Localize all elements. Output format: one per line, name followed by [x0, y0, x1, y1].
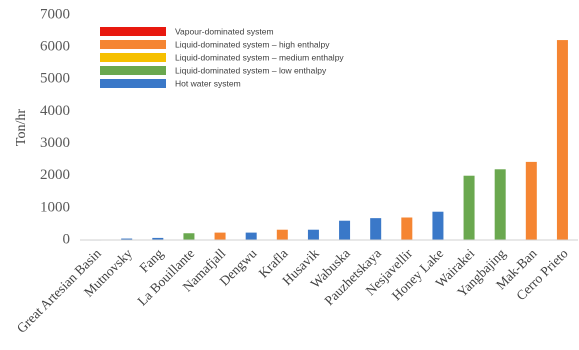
y-tick-label: 3000: [40, 135, 70, 151]
y-tick-label: 2000: [40, 167, 70, 183]
legend: Vapour-dominated system Liquid-dominated …: [100, 26, 344, 88]
y-tick-label: 4000: [40, 103, 70, 119]
legend-label: Liquid-dominated system – low enthalpy: [175, 65, 327, 75]
bars: [90, 40, 568, 241]
bar-mutnovsky: [121, 238, 133, 240]
bar-wabuska: [339, 220, 351, 240]
legend-swatch: [100, 27, 166, 36]
y-axis-ticks: 0 1000 2000 3000 4000 5000 6000 7000: [40, 6, 70, 247]
bar-cerro-prieto: [556, 40, 568, 241]
bar-dengwu: [245, 232, 257, 240]
y-tick-label: 6000: [40, 39, 70, 55]
legend-swatch: [100, 40, 166, 49]
y-axis-title: Ton/hr: [14, 109, 29, 146]
bar-fang: [152, 237, 164, 240]
bar-la-bouillante: [183, 233, 195, 240]
bar-wairakei: [463, 175, 475, 240]
legend-label: Vapour-dominated system: [175, 26, 274, 36]
y-tick-label: 0: [63, 231, 71, 247]
bar-yangbajing: [494, 169, 506, 240]
legend-label: Liquid-dominated system – high enthalpy: [175, 39, 330, 49]
y-tick-label: 7000: [40, 6, 70, 22]
bar-namafjall: [214, 232, 226, 240]
bar-husavik: [307, 229, 319, 240]
y-tick-label: 5000: [40, 71, 70, 87]
legend-label: Hot water system: [175, 78, 241, 88]
bar-nesjavellir: [401, 217, 413, 240]
legend-swatch: [100, 53, 166, 62]
bar-honey-lake: [432, 211, 444, 240]
legend-label: Liquid-dominated system – medium enthalp…: [175, 52, 344, 62]
bar-pauzhetskaya: [370, 218, 382, 240]
y-tick-label: 1000: [40, 199, 70, 215]
legend-swatch: [100, 79, 166, 88]
bar-mak-ban: [525, 161, 537, 240]
bar-krafla: [276, 229, 288, 240]
legend-swatch: [100, 66, 166, 75]
